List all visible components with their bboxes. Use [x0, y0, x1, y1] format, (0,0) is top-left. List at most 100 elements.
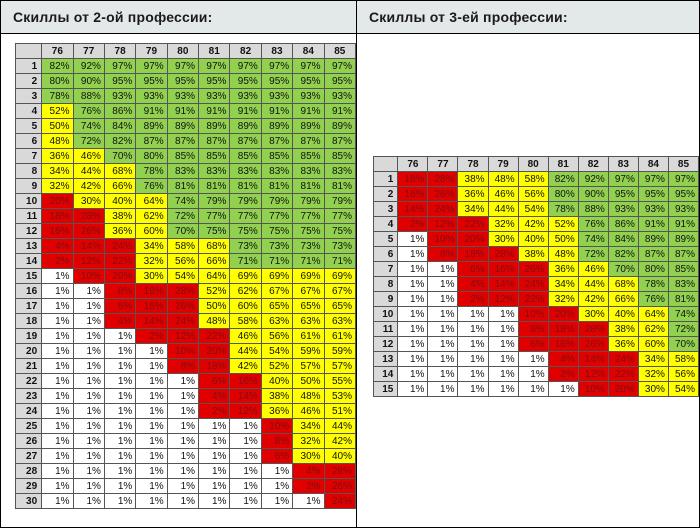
skill-cell: 44%: [487, 201, 519, 217]
skill-cell: 1%: [135, 433, 168, 449]
table-row: 25 1% 1% 1% 1% 1% 1% 1% 10% 34% 44%: [14, 418, 357, 434]
skill-cell: 92%: [72, 58, 105, 74]
skill-cell: 30%: [72, 193, 105, 209]
skill-cell: 8%: [427, 246, 459, 262]
skill-cell: 63%: [260, 313, 294, 329]
skill-cell: 91%: [323, 103, 357, 119]
skill-cell: 40%: [607, 306, 639, 322]
skill-cell: 1%: [427, 261, 459, 277]
skill-cell: 81%: [292, 178, 325, 194]
skill-cell: 24%: [427, 201, 459, 217]
skill-cell: 1%: [198, 463, 231, 479]
skill-cell: 1%: [135, 448, 168, 464]
skill-cell: 1%: [487, 336, 519, 352]
skill-cell: 1%: [72, 373, 105, 389]
skill-cell: 1%: [166, 493, 200, 509]
skill-cell: 1%: [397, 231, 429, 247]
skill-cell: 1%: [72, 358, 105, 374]
skill-cell: 70%: [667, 336, 700, 352]
skill-cell: 26%: [517, 261, 549, 277]
skill-cell: 83%: [229, 163, 262, 179]
skill-cell: 1%: [166, 388, 200, 404]
table-row: 12 1% 1% 1% 1% 6% 16% 26% 36% 60% 70%: [372, 336, 700, 352]
table-row: 7 36% 46% 70% 80% 85% 85% 85% 85% 85% 85%: [14, 148, 357, 164]
skill-cell: 1%: [487, 306, 519, 322]
skill-cell: 20%: [547, 306, 579, 322]
skill-cell: 78%: [41, 88, 74, 104]
skill-cell: 89%: [166, 118, 200, 134]
skill-cell: 6%: [517, 336, 549, 352]
skill-cell: 48%: [292, 388, 325, 404]
skill-cell: 48%: [198, 313, 231, 329]
skill-cell: 1%: [397, 261, 429, 277]
skill-cell: 85%: [292, 148, 325, 164]
skill-cell: 85%: [166, 148, 200, 164]
skill-cell: 34%: [292, 418, 325, 434]
column-header-79: 79: [487, 156, 519, 172]
skill-cell: 2%: [135, 328, 168, 344]
skill-cell: 58%: [229, 313, 262, 329]
column-header-82: 82: [577, 156, 609, 172]
skill-cell: 68%: [607, 276, 639, 292]
row-header-1: 1: [372, 171, 399, 187]
skill-cell: 12%: [487, 291, 519, 307]
skill-cell: 16%: [41, 223, 74, 239]
skill-cell: 36%: [607, 336, 639, 352]
row-header-6: 6: [14, 133, 43, 149]
row-header-8: 8: [14, 163, 43, 179]
skill-cell: 36%: [103, 223, 137, 239]
table-row: 19 1% 1% 1% 2% 12% 22% 46% 56% 61% 61%: [14, 328, 357, 344]
skill-cell: 79%: [260, 193, 294, 209]
skill-cell: 74%: [166, 193, 200, 209]
row-header-6: 6: [372, 246, 399, 262]
row-header-11: 11: [372, 321, 399, 337]
skill-cell: 1%: [41, 388, 74, 404]
row-header-11: 11: [14, 208, 43, 224]
skill-cell: 81%: [229, 178, 262, 194]
skill-cell: 73%: [229, 238, 262, 254]
skill-cell: 6%: [260, 448, 294, 464]
skill-cell: 89%: [667, 231, 700, 247]
skill-cell: 6%: [198, 373, 231, 389]
skill-cell: 85%: [323, 148, 357, 164]
column-header-83: 83: [260, 43, 294, 59]
skill-cell: 91%: [637, 216, 669, 232]
skill-cell: 38%: [260, 388, 294, 404]
skill-cell: 1%: [517, 366, 549, 382]
skill-cell: 36%: [547, 261, 579, 277]
skill-cell: 79%: [198, 193, 231, 209]
skill-cell: 28%: [577, 321, 609, 337]
row-header-23: 23: [14, 388, 43, 404]
skill-cell: 76%: [637, 291, 669, 307]
skill-cell: 75%: [198, 223, 231, 239]
table-row: 20 1% 1% 1% 1% 10% 20% 44% 54% 59% 59%: [14, 343, 357, 359]
skill-cell: 1%: [166, 373, 200, 389]
column-header-82: 82: [229, 43, 262, 59]
skill-cell: 22%: [198, 328, 231, 344]
skill-cell: 20%: [457, 231, 489, 247]
skill-cell: 67%: [260, 283, 294, 299]
skill-grid-wrapper-third: 76 77 78 79 80 81 82 83 84 85 1 18% 28% 38% 48% 58% 82%…: [372, 156, 700, 397]
skill-cell: 1%: [547, 381, 579, 397]
column-header-76: 76: [41, 43, 74, 59]
skill-cell: 1%: [41, 268, 74, 284]
skill-cell: 2%: [547, 366, 579, 382]
skill-cell: 38%: [607, 321, 639, 337]
skill-cell: 70%: [103, 148, 137, 164]
skill-cell: 93%: [260, 88, 294, 104]
skill-cell: 24%: [517, 276, 549, 292]
skill-cell: 58%: [667, 351, 700, 367]
skill-cell: 6%: [103, 298, 137, 314]
skill-cell: 1%: [166, 403, 200, 419]
table-row: 11 1% 1% 1% 1% 8% 18% 28% 38% 62% 72%: [372, 321, 700, 337]
table-row: 9 32% 42% 66% 76% 81% 81% 81% 81% 81% 81%: [14, 178, 357, 194]
skill-cell: 1%: [72, 493, 105, 509]
table-header-row: 76 77 78 79 80 81 82 83 84 85: [14, 43, 357, 59]
skill-cell: 44%: [72, 163, 105, 179]
skill-cell: 1%: [487, 381, 519, 397]
skill-cell: 1%: [103, 493, 137, 509]
skill-cell: 1%: [135, 343, 168, 359]
skill-cell: 1%: [103, 343, 137, 359]
skill-cell: 36%: [41, 148, 74, 164]
skill-cell: 12%: [166, 328, 200, 344]
